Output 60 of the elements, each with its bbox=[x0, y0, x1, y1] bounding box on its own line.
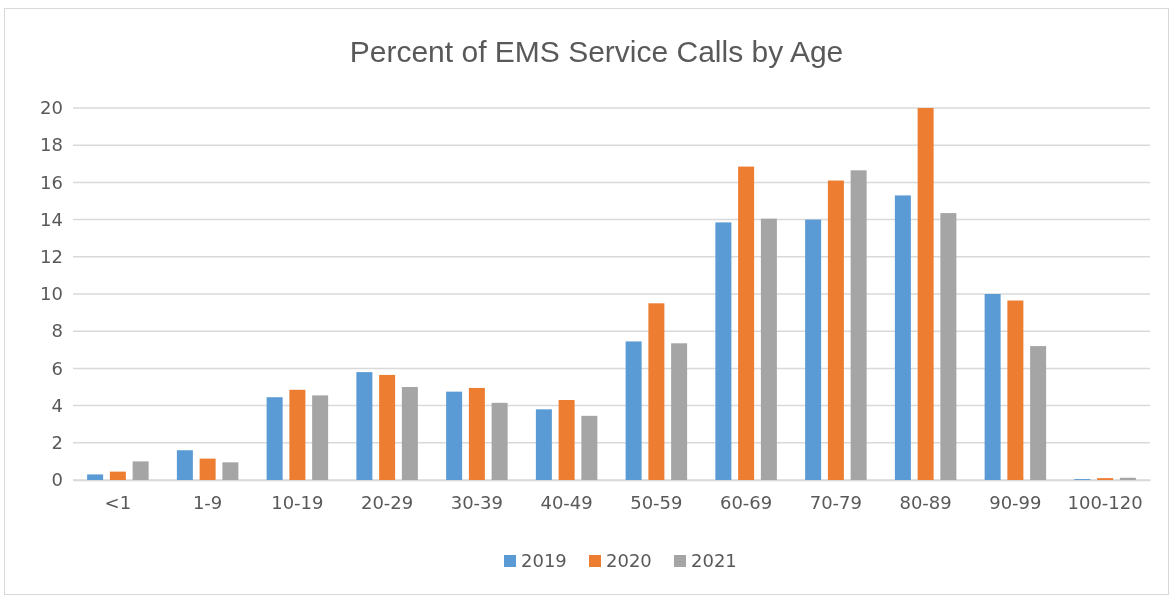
bar bbox=[312, 395, 329, 480]
x-tick-label: 20-29 bbox=[360, 491, 414, 513]
bar bbox=[827, 180, 844, 480]
bar bbox=[401, 387, 418, 480]
bar bbox=[738, 166, 755, 480]
bar bbox=[446, 391, 463, 480]
x-tick-label: 100-120 bbox=[1067, 491, 1143, 513]
bar bbox=[715, 222, 732, 480]
bar bbox=[1030, 346, 1047, 480]
bar bbox=[850, 170, 867, 480]
y-tick-label: 10 bbox=[40, 283, 63, 305]
bar bbox=[625, 341, 642, 480]
bar bbox=[671, 343, 688, 480]
bar bbox=[535, 409, 552, 480]
bar bbox=[87, 474, 104, 480]
x-tick-label: <1 bbox=[104, 491, 132, 513]
bar bbox=[468, 387, 485, 480]
y-tick-label: 16 bbox=[40, 171, 63, 193]
x-tick-label: 40-49 bbox=[540, 491, 593, 513]
legend-label: 2021 bbox=[691, 550, 737, 571]
bar bbox=[805, 219, 822, 480]
bar bbox=[558, 400, 575, 480]
y-tick-label: 6 bbox=[51, 357, 63, 379]
bar bbox=[581, 415, 598, 480]
y-tick-label: 8 bbox=[51, 320, 63, 342]
x-tick-label: 80-89 bbox=[899, 491, 952, 513]
chart-title: Percent of EMS Service Calls by Age bbox=[349, 35, 844, 68]
y-tick-label: 2 bbox=[51, 432, 63, 454]
bar bbox=[356, 372, 373, 480]
x-tick-label: 30-39 bbox=[450, 491, 504, 513]
x-tick-label: 10-19 bbox=[271, 491, 324, 513]
bar bbox=[222, 462, 239, 480]
x-tick-label: 60-69 bbox=[719, 491, 773, 513]
x-tick-label: 1-9 bbox=[192, 491, 223, 513]
bar bbox=[199, 458, 216, 480]
bar bbox=[176, 450, 193, 480]
bar bbox=[984, 294, 1001, 480]
bar bbox=[760, 218, 777, 480]
y-tick-label: 4 bbox=[51, 394, 63, 416]
x-tick-label: 50-59 bbox=[630, 491, 683, 513]
legend-label: 2020 bbox=[606, 550, 652, 571]
bar bbox=[109, 471, 126, 480]
bar bbox=[1007, 300, 1024, 480]
legend-label: 2019 bbox=[521, 550, 567, 571]
bar bbox=[917, 108, 934, 480]
x-tick-label: 90-99 bbox=[989, 491, 1042, 513]
y-tick-label: 18 bbox=[40, 134, 63, 156]
x-tick-label: 70-79 bbox=[809, 491, 863, 513]
bar bbox=[648, 303, 665, 480]
bar bbox=[132, 461, 149, 480]
y-tick-label: 0 bbox=[51, 469, 63, 491]
bar bbox=[894, 195, 911, 480]
y-tick-label: 14 bbox=[40, 208, 63, 230]
y-tick-label: 12 bbox=[40, 246, 63, 268]
bar bbox=[289, 389, 306, 480]
bar bbox=[940, 213, 957, 480]
bar bbox=[266, 397, 283, 480]
y-tick-label: 20 bbox=[40, 97, 63, 119]
bar bbox=[491, 402, 508, 480]
bar bbox=[379, 374, 396, 480]
